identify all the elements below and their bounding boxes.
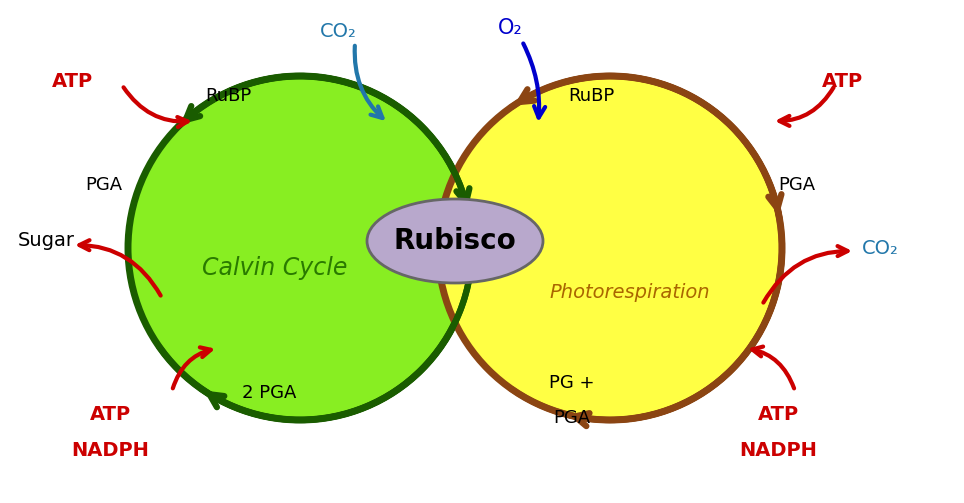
Ellipse shape	[367, 199, 543, 283]
Text: NADPH: NADPH	[71, 442, 148, 461]
Ellipse shape	[128, 76, 472, 420]
Text: Photorespiration: Photorespiration	[549, 284, 710, 302]
Text: PG +: PG +	[549, 374, 595, 392]
Text: RuBP: RuBP	[205, 87, 252, 105]
Text: ATP: ATP	[90, 405, 130, 425]
Text: PGA: PGA	[778, 176, 816, 194]
Text: O₂: O₂	[497, 18, 522, 38]
Text: ATP: ATP	[758, 405, 798, 425]
Text: PGA: PGA	[85, 176, 122, 194]
Text: RuBP: RuBP	[568, 87, 614, 105]
Text: NADPH: NADPH	[739, 442, 817, 461]
Text: PGA: PGA	[553, 409, 591, 427]
Text: Rubisco: Rubisco	[393, 227, 517, 255]
Text: Calvin Cycle: Calvin Cycle	[202, 256, 348, 280]
Text: ATP: ATP	[821, 71, 863, 91]
Text: CO₂: CO₂	[319, 22, 357, 41]
Ellipse shape	[438, 76, 782, 420]
Text: Sugar: Sugar	[18, 231, 75, 250]
Text: ATP: ATP	[51, 71, 93, 91]
Text: 2 PGA: 2 PGA	[242, 384, 296, 402]
Text: CO₂: CO₂	[862, 238, 898, 258]
